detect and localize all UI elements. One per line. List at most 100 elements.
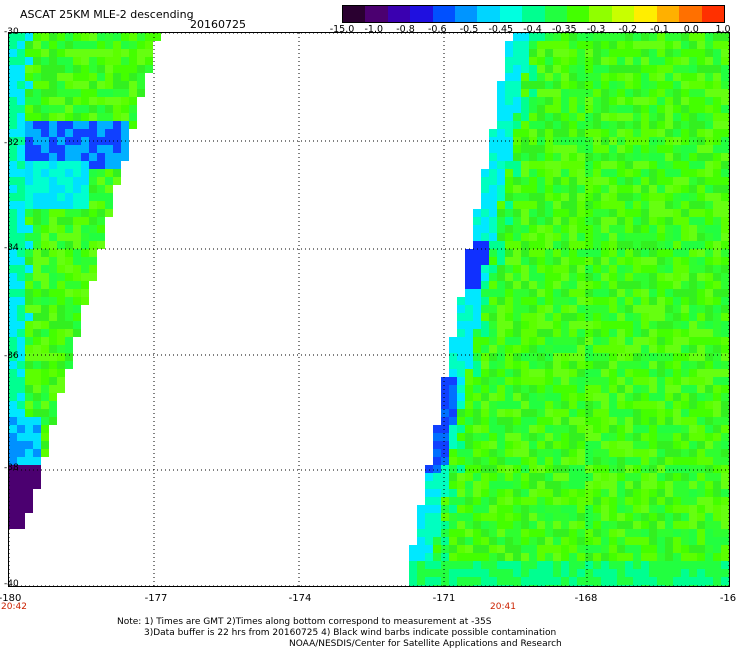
swath-cell — [17, 81, 25, 89]
swath-cell — [609, 281, 617, 289]
swath-cell — [609, 505, 617, 513]
swath-cell — [625, 73, 633, 81]
swath-cell — [697, 257, 705, 265]
swath-cell — [57, 169, 65, 177]
swath-cell — [657, 465, 665, 473]
swath-cell — [697, 345, 705, 353]
swath-cell — [697, 145, 705, 153]
swath-cell — [521, 73, 529, 81]
swath-cell — [433, 505, 441, 513]
swath-cell — [505, 425, 513, 433]
swath-cell — [697, 521, 705, 529]
swath-cell — [457, 497, 465, 505]
swath-cell — [89, 257, 97, 265]
swath-cell — [489, 185, 497, 193]
swath-cell — [521, 377, 529, 385]
swath-cell — [681, 233, 689, 241]
swath-cell — [689, 217, 697, 225]
swath-cell — [545, 569, 553, 577]
swath-cell — [569, 297, 577, 305]
swath-cell — [545, 265, 553, 273]
swath-cell — [561, 33, 569, 41]
swath-cell — [641, 81, 649, 89]
swath-cell — [609, 97, 617, 105]
swath-cell — [681, 481, 689, 489]
swath-cell — [713, 97, 721, 105]
swath-cell — [9, 41, 17, 49]
swath-cell — [505, 217, 513, 225]
swath-cell — [41, 369, 49, 377]
swath-cell — [545, 113, 553, 121]
swath-cell — [585, 169, 593, 177]
swath-cell — [713, 81, 721, 89]
swath-cell — [41, 353, 49, 361]
swath-cell — [497, 177, 505, 185]
swath-cell — [49, 193, 57, 201]
swath-cell — [649, 465, 657, 473]
swath-cell — [697, 281, 705, 289]
swath-cell — [105, 73, 113, 81]
swath-cell — [641, 521, 649, 529]
swath-cell — [697, 449, 705, 457]
swath-cell — [97, 65, 105, 73]
swath-cell — [617, 233, 625, 241]
swath-cell — [521, 529, 529, 537]
swath-cell — [529, 441, 537, 449]
swath-cell — [713, 401, 721, 409]
swath-cell — [657, 353, 665, 361]
swath-cell — [633, 329, 641, 337]
swath-cell — [65, 329, 73, 337]
swath-cell — [585, 113, 593, 121]
swath-cell — [489, 385, 497, 393]
swath-cell — [17, 489, 25, 497]
swath-cell — [497, 409, 505, 417]
swath-cell — [529, 145, 537, 153]
swath-cell — [89, 121, 97, 129]
swath-cell — [705, 441, 713, 449]
swath-cell — [65, 73, 73, 81]
swath-cell — [673, 81, 681, 89]
swath-cell — [441, 465, 449, 473]
swath-cell — [713, 449, 721, 457]
swath-cell — [89, 129, 97, 137]
swath-cell — [697, 193, 705, 201]
swath-cell — [593, 177, 601, 185]
swath-cell — [513, 265, 521, 273]
swath-cell — [609, 473, 617, 481]
swath-cell — [505, 433, 513, 441]
swath-cell — [577, 577, 585, 585]
swath-cell — [609, 449, 617, 457]
swath-cell — [9, 73, 17, 81]
swath-cell — [681, 345, 689, 353]
color-scale-label: 0.0 — [683, 24, 699, 35]
swath-cell — [481, 169, 489, 177]
swath-cell — [633, 537, 641, 545]
swath-cell — [473, 361, 481, 369]
swath-cell — [425, 521, 433, 529]
swath-cell — [97, 49, 105, 57]
swath-cell — [105, 153, 113, 161]
swath-cell — [657, 529, 665, 537]
swath-cell — [569, 489, 577, 497]
swath-cell — [537, 249, 545, 257]
swath-cell — [497, 105, 505, 113]
swath-cell — [673, 41, 681, 49]
swath-cell — [657, 393, 665, 401]
swath-cell — [713, 305, 721, 313]
swath-cell — [593, 201, 601, 209]
swath-cell — [481, 401, 489, 409]
swath-cell — [721, 361, 729, 369]
swath-cell — [529, 353, 537, 361]
swath-cell — [545, 41, 553, 49]
swath-cell — [441, 513, 449, 521]
swath-cell — [585, 529, 593, 537]
swath-cell — [497, 209, 505, 217]
swath-cell — [713, 73, 721, 81]
swath-cell — [25, 473, 33, 481]
swath-cell — [537, 217, 545, 225]
swath-cell — [529, 297, 537, 305]
swath-cell — [689, 513, 697, 521]
swath-cell — [473, 241, 481, 249]
swath-cell — [713, 537, 721, 545]
swath-cell — [641, 209, 649, 217]
